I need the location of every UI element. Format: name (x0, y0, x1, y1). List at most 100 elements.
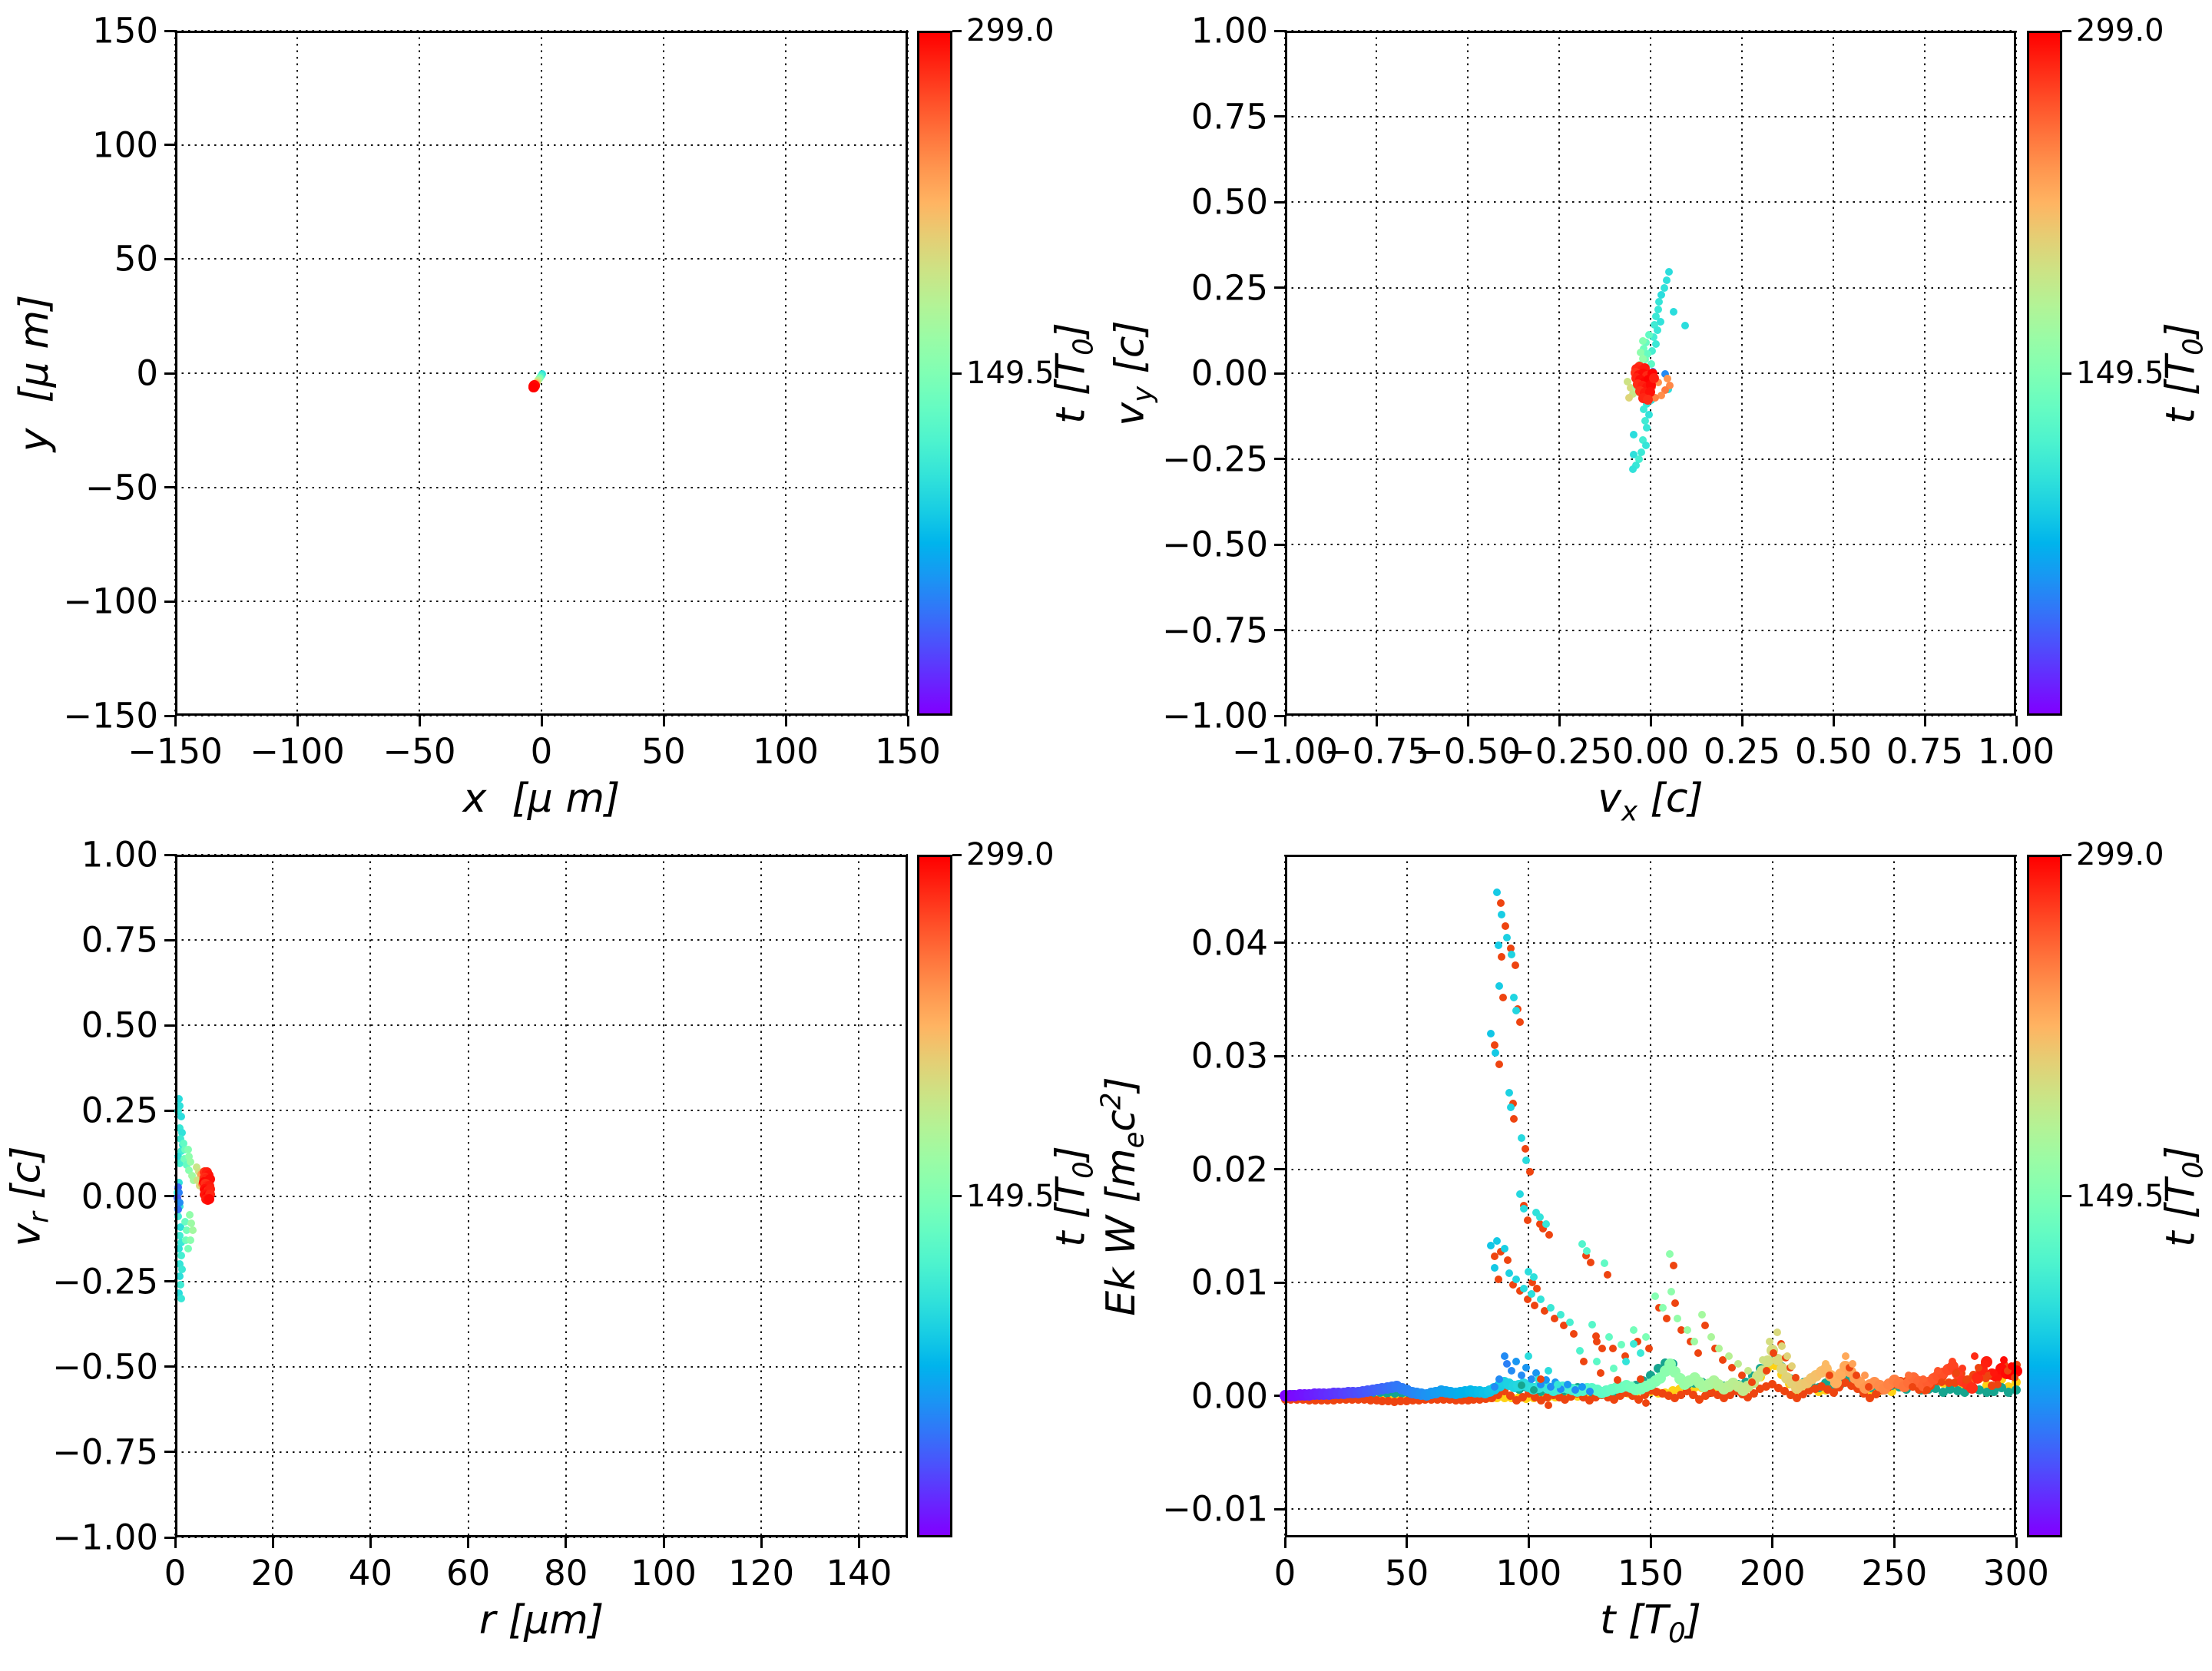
spike-point (1505, 1088, 1513, 1097)
band-point (1816, 1382, 1826, 1391)
band-point (1469, 1395, 1479, 1405)
x-tick-label: −50 (382, 731, 456, 772)
data-point (175, 1123, 184, 1132)
data-point (1629, 389, 1637, 398)
data-point (1662, 276, 1671, 284)
spike-point (1575, 1346, 1584, 1355)
data-point (175, 1189, 184, 1197)
colorbar-tick-label: 149.5 (2076, 356, 2164, 391)
spike-partner-point (1587, 1258, 1595, 1266)
x-tick-label: 150 (875, 731, 941, 772)
spike-point (1512, 1275, 1521, 1283)
spike-partner-point (1570, 1329, 1578, 1338)
band-point (1987, 1381, 1996, 1390)
spike-point (1724, 1352, 1733, 1361)
spike-partner-point (1994, 1380, 2002, 1388)
band-point (1439, 1395, 1448, 1405)
spike-point (1959, 1365, 1967, 1373)
data-point (1490, 1382, 1498, 1391)
band-point (1756, 1385, 1765, 1394)
spike-partner-point (1502, 922, 1510, 930)
data-point (184, 1245, 192, 1253)
spike-partner-point (1845, 1363, 1853, 1372)
plot-frame-radial-rvr (175, 855, 908, 1537)
band-point (1776, 1362, 1788, 1375)
colorbar-energy-vs-time (2027, 855, 2062, 1537)
spike-point (1849, 1360, 1857, 1368)
spike-point (1487, 1029, 1495, 1037)
data-point (177, 1238, 186, 1246)
y-tick-label: 0.00 (81, 1176, 158, 1216)
band-point (1835, 1383, 1844, 1392)
band-point (1952, 1386, 1962, 1396)
x-tick-mark (174, 716, 177, 726)
band-point (1561, 1395, 1570, 1404)
spike-point (1493, 888, 1502, 896)
spike-point (1593, 1358, 1601, 1366)
band-point (1475, 1395, 1485, 1404)
spike-point (1783, 1352, 1791, 1361)
x-axis-label-radial-rvr: r [μm] (478, 1597, 604, 1643)
x-tick-label: 250 (1861, 1553, 1928, 1593)
data-point (1629, 465, 1637, 473)
data-point (1639, 336, 1647, 345)
data-point (188, 1226, 197, 1234)
y-tick-mark (1274, 1168, 1285, 1171)
data-point (177, 1294, 186, 1302)
spike-point (1600, 1259, 1608, 1268)
y-tick-label: −0.75 (52, 1431, 158, 1473)
spike-point (1578, 1240, 1587, 1249)
data-point (1508, 1367, 1516, 1375)
x-tick-mark (467, 1537, 470, 1548)
spike-partner-point (1791, 1374, 1800, 1382)
x-axis-label-energy-vs-time: t [T0] (1600, 1597, 1701, 1649)
spike-partner-point (1581, 1251, 1590, 1259)
data-point (175, 1178, 184, 1186)
y-tick-mark (164, 1365, 175, 1368)
x-tick-label: 20 (250, 1553, 295, 1593)
x-tick-label: 50 (1385, 1553, 1429, 1593)
data-point (174, 1153, 182, 1161)
y-tick-label: 1.00 (81, 834, 158, 875)
y-tick-label: 0.00 (1190, 352, 1268, 394)
y-tick-mark (164, 144, 175, 147)
y-tick-mark (164, 257, 175, 260)
data-point (1502, 1360, 1511, 1368)
data-point (184, 1166, 193, 1175)
spike-point (1617, 1341, 1625, 1349)
spike-point (1512, 1007, 1521, 1015)
data-point (187, 1158, 195, 1166)
x-tick-label: 140 (826, 1553, 892, 1593)
data-point (1537, 1380, 1545, 1388)
data-point (176, 1160, 184, 1168)
spike-partner-point (1545, 1231, 1554, 1239)
band-point (1847, 1381, 1856, 1390)
data-point (186, 1236, 194, 1245)
data-point (1664, 268, 1673, 276)
x-tick-mark (906, 716, 909, 726)
data-point (1663, 374, 1671, 382)
spike-point (1566, 1318, 1575, 1326)
panel-radial-rvr: 0 20 40 60 80 100 120 140 1.00 0.75 0.50 0.25 0.00 −0… (52, 835, 908, 1593)
spike-partner-point (1510, 1114, 1518, 1123)
data-point (1652, 340, 1661, 349)
y-axis-label-position-xy: y [μ m] (12, 294, 58, 452)
spike-partner-point (1645, 1344, 1654, 1352)
spike-partner-point (1579, 1358, 1588, 1366)
y-tick-mark (1274, 458, 1285, 460)
spike-point (2007, 1362, 2015, 1371)
spike-point (1773, 1329, 1781, 1337)
data-point (180, 1139, 188, 1147)
spike-partner-point (1511, 961, 1519, 970)
y-tick-mark (164, 372, 175, 375)
data-point (1636, 349, 1644, 357)
spike-partner-point (1826, 1372, 1834, 1380)
spike-point (1541, 1219, 1550, 1228)
band-point (1866, 1394, 1875, 1403)
spike-partner-point (1762, 1367, 1770, 1375)
data-point (1527, 1375, 1535, 1383)
spike-partner-point (1494, 1275, 1502, 1283)
y-tick-mark (164, 1195, 175, 1197)
spike-partner-point (1604, 1270, 1612, 1279)
x-tick-mark (1375, 716, 1378, 726)
